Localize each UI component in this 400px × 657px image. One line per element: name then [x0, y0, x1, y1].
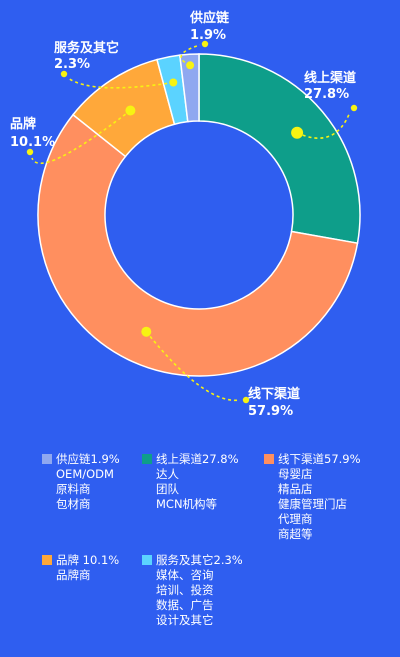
callout-arrowhead-4 — [201, 40, 209, 48]
legend-supply: 供应链1.9% OEM/ODM 原料商 包材商 — [42, 452, 120, 512]
legend-label-online: 线上渠道27.8% — [156, 452, 239, 466]
callout-label-2: 品牌 — [10, 116, 36, 132]
callout-dot-2 — [125, 105, 136, 116]
callout-line-1 — [145, 331, 241, 402]
legend-swatch-online — [142, 454, 152, 464]
callout-label-1: 线下渠道 — [248, 386, 300, 402]
callout-arrowhead-3 — [60, 70, 68, 78]
callout-value-3: 2.3% — [54, 57, 90, 72]
donut-slice-4 — [178, 53, 200, 123]
donut-slice-1 — [37, 113, 359, 377]
legend-item: 达人 — [156, 467, 179, 481]
callout-label-0: 线上渠道 — [304, 70, 356, 86]
legend-label-brand: 品牌 10.1% — [56, 553, 120, 567]
donut-slices — [37, 53, 361, 377]
callout-line-4 — [180, 44, 201, 67]
legend-item: 数据、广告 — [156, 598, 214, 612]
legend-item: 包材商 — [56, 497, 91, 511]
legend-item: OEM/ODM — [56, 467, 114, 481]
legend-item: MCN机构等 — [156, 497, 218, 511]
legend-item: 母婴店 — [278, 467, 313, 481]
donut-slice-0 — [198, 53, 361, 245]
callout-arrowhead-0 — [350, 104, 358, 112]
callout-line-3 — [67, 77, 174, 89]
callout-line-0 — [296, 111, 351, 139]
legend-item: 培训、投资 — [156, 583, 214, 597]
legend-item: 原料商 — [56, 482, 91, 496]
legend-swatch-service — [142, 555, 152, 565]
donut-callouts: 线上渠道27.8% 线下渠道 57.9% 品牌 10.1% 服务及其它2.3% 供应链 1.9… — [10, 10, 358, 419]
callout-label-4: 供应链 — [189, 10, 230, 26]
donut-chart: 线上渠道27.8% 线下渠道 57.9% 品牌 10.1% 服务及其它2.3% 供应链 1.9… — [10, 10, 361, 419]
legend-item: 媒体、咨询 — [156, 568, 214, 582]
legend-item: 商超等 — [278, 527, 313, 541]
legend-online: 线上渠道27.8% 达人 团队 MCN机构等 — [142, 452, 239, 512]
callout-dot-1 — [141, 326, 152, 337]
legend-brand: 品牌 10.1% 品牌商 — [42, 553, 119, 583]
legend-service: 服务及其它2.3% 媒体、咨询 培训、投资 数据、广告 设计及其它 — [142, 553, 243, 628]
callout-value-4: 1.9% — [190, 28, 226, 43]
legend-label-supply: 供应链1.9% — [56, 452, 120, 466]
callout-value-0: 27.8% — [304, 87, 349, 102]
legend-swatch-supply — [42, 454, 52, 464]
callout-dot-0 — [291, 126, 304, 139]
callout-arrowhead-1 — [242, 396, 250, 404]
legend-label-offline: 线下渠道57.9% — [278, 452, 361, 466]
legend-item: 团队 — [156, 482, 179, 496]
callout-dot-3 — [169, 78, 178, 87]
callout-value-2: 10.1% — [10, 135, 55, 150]
callout-dot-4 — [186, 61, 195, 70]
callout-line-2 — [31, 109, 131, 165]
legend-offline: 线下渠道57.9% 母婴店 精品店 健康管理门店 代理商 商超等 — [264, 452, 361, 542]
callout-arrowhead-2 — [26, 148, 34, 156]
legend-swatch-brand — [42, 555, 52, 565]
legend-item: 代理商 — [278, 512, 313, 526]
legend-item: 品牌商 — [56, 568, 91, 582]
legend-item: 精品店 — [278, 482, 313, 496]
legend-item: 健康管理门店 — [278, 497, 347, 511]
legend-swatch-offline — [264, 454, 274, 464]
legend-label-service: 服务及其它2.3% — [156, 553, 243, 567]
callout-value-1: 57.9% — [248, 404, 293, 419]
callout-label-3: 服务及其它 — [54, 40, 119, 56]
legend-item: 设计及其它 — [156, 613, 214, 627]
